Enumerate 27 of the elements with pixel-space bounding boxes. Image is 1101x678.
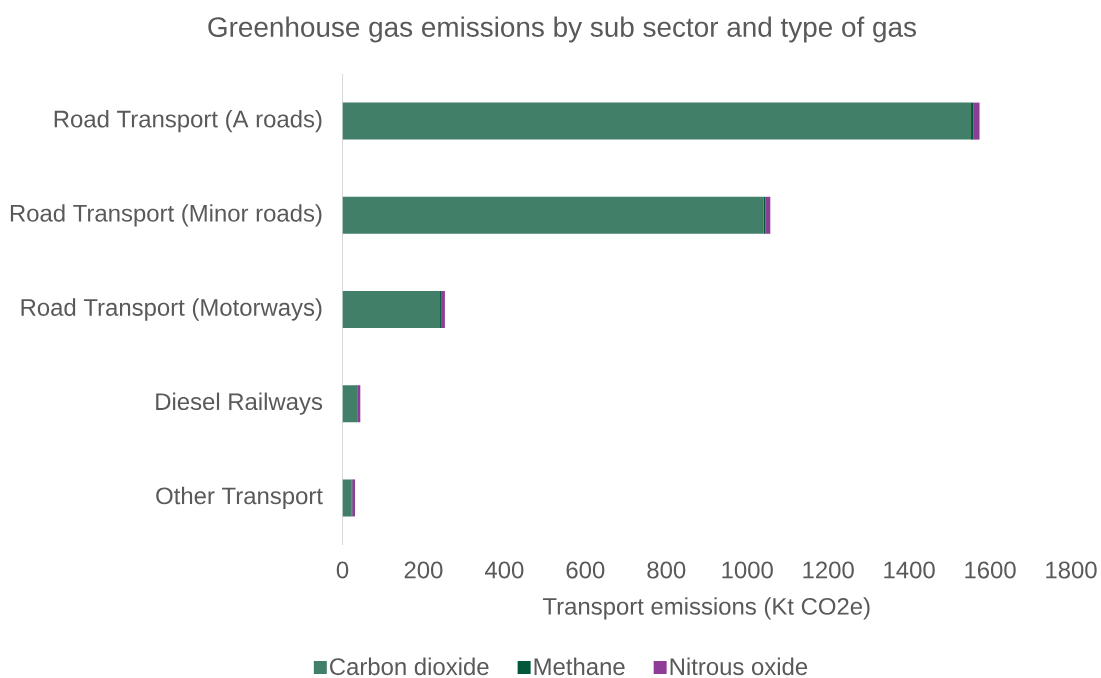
bar: [342, 196, 764, 234]
x-tick-label: 600: [566, 561, 605, 579]
legend-label: Methane: [534, 657, 625, 676]
chart-title: Greenhouse gas emissions by sub sector and type of gas: [208, 16, 916, 43]
x-axis-title: Transport emissions (Kt CO2e): [542, 597, 870, 620]
x-tick-label: 1600: [965, 561, 1016, 579]
y-tick-label: Road Transport (Motorways): [21, 298, 322, 321]
y-tick-label: Diesel Railways: [156, 392, 323, 415]
y-tick-label: Road Transport (A roads): [54, 109, 322, 133]
y-tick-label: Road Transport (Minor roads): [10, 204, 322, 227]
bar: [342, 385, 358, 423]
x-tick-label: 200: [404, 561, 443, 579]
legend-label: Nitrous oxide: [670, 657, 808, 676]
x-tick-label: 1000: [722, 561, 773, 579]
bar: [973, 102, 980, 140]
bar: [342, 102, 972, 140]
x-tick-label: 1200: [803, 561, 854, 579]
y-tick-label: Other Transport: [156, 486, 323, 510]
x-tick-label: 1800: [1046, 561, 1097, 579]
x-tick-label: 1400: [884, 561, 935, 579]
bar: [765, 196, 771, 234]
x-tick-label: 0: [336, 561, 349, 579]
legend-label: Carbon dioxide: [330, 657, 489, 676]
x-tick-label: 800: [647, 561, 686, 579]
bar: [342, 479, 352, 517]
x-tick-label: 400: [484, 561, 524, 579]
bar: [342, 291, 441, 328]
